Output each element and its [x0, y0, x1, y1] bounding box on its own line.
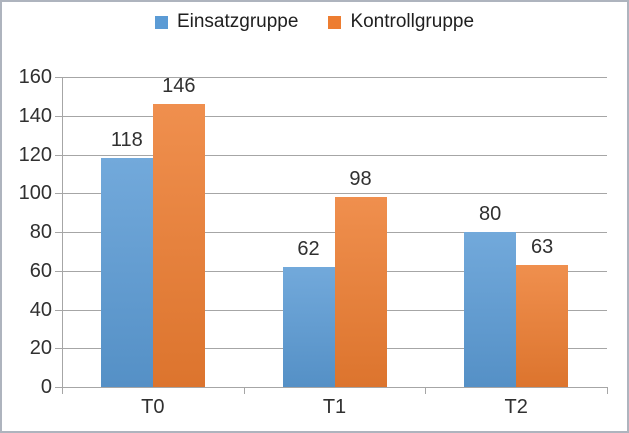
y-axis-tick [55, 232, 62, 233]
legend-item-kontrollgruppe: Kontrollgruppe [328, 11, 474, 33]
y-axis-tick [55, 270, 62, 272]
y-axis-tick [55, 115, 62, 117]
y-axis-label: 80 [29, 221, 52, 243]
y-axis-label: 0 [40, 376, 52, 398]
chart-legend: Einsatzgruppe Kontrollgruppe [2, 11, 627, 33]
legend-label: Einsatzgruppe [176, 11, 299, 32]
x-axis-tick [425, 387, 427, 394]
gridline-100 [62, 193, 607, 195]
gridline-140 [62, 115, 607, 117]
bar-einsatzgruppe-t0 [100, 158, 153, 387]
bar-kontrollgruppe-t0 [152, 104, 205, 387]
y-axis-tick [55, 348, 62, 350]
x-axis-label: T0 [141, 396, 165, 418]
y-axis-label: 160 [18, 66, 52, 88]
y-axis-label: 140 [18, 104, 52, 127]
bar-einsatzgruppe-t1 [282, 266, 335, 387]
gridline-120 [62, 154, 607, 156]
y-axis-line [62, 77, 63, 394]
bar-kontrollgruppe-t2 [516, 264, 569, 387]
y-axis-tick [55, 77, 62, 78]
gridline-160 [62, 77, 607, 78]
y-axis-tick [55, 154, 62, 156]
y-axis-label: 60 [29, 259, 52, 282]
y-axis-label: 20 [29, 337, 52, 360]
gridline-0 [62, 387, 607, 388]
bar-value-label: 146 [162, 75, 196, 98]
bar-value-label: 62 [297, 237, 320, 260]
legend-color-swatch [328, 15, 342, 29]
x-axis-label: T1 [322, 396, 347, 418]
y-axis-tick [55, 193, 62, 195]
bar-value-label: 80 [479, 203, 502, 225]
legend-item-einsatzgruppe: Einsatzgruppe [154, 11, 299, 33]
bar-value-label: 118 [110, 129, 143, 152]
y-axis-tick [55, 387, 62, 388]
bar-kontrollgruppe-t1 [334, 197, 387, 387]
y-axis-label: 120 [18, 143, 52, 166]
bar-value-label: 98 [349, 168, 372, 191]
legend-color-swatch [154, 15, 168, 29]
y-axis-label: 40 [29, 298, 52, 321]
x-axis-tick [243, 387, 245, 394]
x-axis-tick [62, 387, 63, 394]
y-axis-label: 100 [18, 182, 52, 205]
x-axis-label: T2 [504, 396, 528, 418]
y-axis-tick [55, 309, 62, 311]
bar-value-label: 63 [531, 235, 554, 258]
legend-label: Kontrollgruppe [350, 11, 475, 32]
bar-einsatzgruppe-t2 [464, 232, 517, 387]
x-axis-tick [607, 387, 608, 394]
